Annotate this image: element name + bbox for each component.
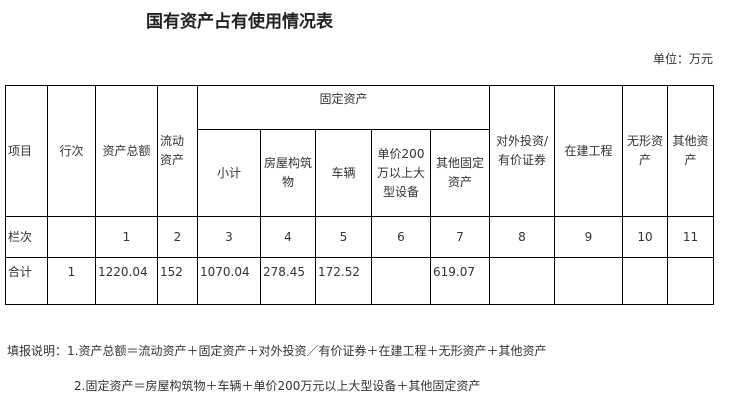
cell [667,257,714,305]
cell: 1220.04 [95,257,158,305]
header-intangible: 无形资产 [622,85,668,217]
note-2: 2.固定资产＝房屋构筑物＋车辆＋单价200万元以上大型设备＋其他固定资产 [74,379,481,393]
cell: 3 [197,216,261,258]
page-title: 国有资产占有使用情况表 [146,12,333,32]
header-current: 流动资产 [157,85,198,217]
asset-table: 项目 行次 资产总额 流动资产 固定资产 对外投资/有价证券 在建工程 无形资产… [5,85,714,305]
header-other-fixed: 其他固定资产 [430,129,490,217]
cell: 8 [489,216,555,258]
cell: 4 [260,216,316,258]
row-label: 合计 [5,257,48,305]
table-row: 栏次 1 2 3 4 5 6 7 8 9 10 11 [5,216,714,258]
cell: 619.07 [430,257,490,305]
header-item: 项目 [5,85,48,217]
header-total: 资产总额 [95,85,158,217]
cell: 7 [430,216,490,258]
cell: 5 [315,216,372,258]
cell: 1 [47,257,96,305]
header-other: 其他资产 [667,85,714,217]
row-label: 栏次 [5,216,48,258]
cell [622,257,668,305]
unit-label: 单位：万元 [652,52,713,66]
cell [47,216,96,258]
cell: 2 [157,216,198,258]
cell: 152 [157,257,198,305]
header-subtotal: 小计 [197,129,261,217]
cell: 6 [371,216,431,258]
cell: 9 [554,216,623,258]
header-investment: 对外投资/有价证券 [489,85,555,217]
cell: 10 [622,216,668,258]
header-construction: 在建工程 [554,85,623,217]
cell: 11 [667,216,714,258]
note-1: 填报说明：1.资产总额＝流动资产＋固定资产＋对外投资／有价证券＋在建工程＋无形资… [7,344,547,358]
cell: 1 [95,216,158,258]
cell: 278.45 [260,257,316,305]
cell: 1070.04 [197,257,261,305]
header-fixed: 固定资产 [197,85,490,130]
cell [489,257,555,305]
cell: 172.52 [315,257,372,305]
cell [554,257,623,305]
cell [371,257,431,305]
header-vehicles: 车辆 [315,129,372,217]
table-row: 合计 1 1220.04 152 1070.04 278.45 172.52 6… [5,257,714,305]
header-equipment: 单价200万以上大型设备 [371,129,431,217]
header-row-no: 行次 [47,85,96,217]
header-buildings: 房屋构筑物 [260,129,316,217]
